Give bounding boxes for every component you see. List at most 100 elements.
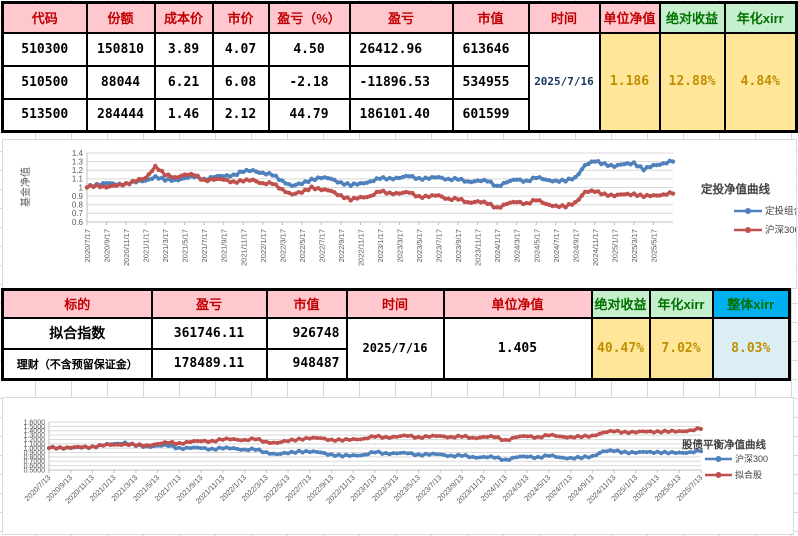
t1-header-abs-return[interactable]: 绝对收益 bbox=[658, 1, 726, 34]
t1-cell-mv[interactable]: 613646 bbox=[451, 31, 530, 67]
t1-cell-code[interactable]: 510500 bbox=[1, 64, 88, 100]
balance-chart: 1.60001.50001.40001.30001.20001.10001.00… bbox=[22, 419, 768, 505]
x-tick-label: 2022/1/17 bbox=[259, 229, 268, 262]
t2-merged-abs-return[interactable]: 40.47% bbox=[590, 316, 651, 381]
t1-cell-pl-pct[interactable]: 4.50 bbox=[267, 31, 351, 67]
y-tick-label: 1.4000 bbox=[24, 428, 46, 435]
t2-cell-target[interactable]: 拟合指数 bbox=[1, 316, 153, 350]
t1-merged-nav[interactable]: 1.186 bbox=[598, 31, 661, 133]
t1-cell-price[interactable]: 4.07 bbox=[211, 31, 270, 67]
t1-cell-shares[interactable]: 284444 bbox=[85, 97, 156, 133]
x-tick-label: 2022/3/17 bbox=[278, 229, 287, 262]
t1-merged-xirr[interactable]: 4.84% bbox=[723, 31, 798, 133]
x-tick-label: 2025/5/17 bbox=[649, 229, 658, 262]
t1-cell-code[interactable]: 510300 bbox=[1, 31, 88, 67]
y-tick-label: 1.1 bbox=[72, 175, 84, 184]
t2-header-mv[interactable]: 市值 bbox=[265, 288, 348, 319]
nav-chart-panel: 1.4 1.3 1.2 1.1 1 0.9 0.8 0.7 0.6 2020/7/17 2020/9… bbox=[2, 139, 797, 289]
y-tick-label: 0.9 bbox=[72, 192, 84, 201]
t2-header-time[interactable]: 时间 bbox=[345, 288, 445, 319]
t1-merged-abs-return[interactable]: 12.88% bbox=[658, 31, 726, 133]
t1-cell-cost[interactable]: 1.46 bbox=[153, 97, 214, 133]
t2-cell-pl[interactable]: 178489.11 bbox=[150, 347, 268, 381]
t2-merged-nav[interactable]: 1.405 bbox=[442, 316, 593, 381]
t2-header-overall-xirr[interactable]: 整体xirr bbox=[711, 288, 791, 319]
t2-header-target[interactable]: 标的 bbox=[1, 288, 153, 319]
x-tick-label: 2024/11/17 bbox=[591, 229, 600, 266]
t1-header-code[interactable]: 代码 bbox=[1, 1, 88, 34]
t2-cell-mv[interactable]: 926748 bbox=[265, 316, 348, 350]
x-tick-label: 2023/9/17 bbox=[454, 229, 463, 262]
y-tick-label: 1 bbox=[79, 183, 84, 192]
t2-merged-time[interactable]: 2025/7/16 bbox=[345, 316, 445, 381]
y-tick-label: 1.6000 bbox=[24, 419, 46, 426]
t2-merged-xirr[interactable]: 7.02% bbox=[648, 316, 714, 381]
t2-cell-mv[interactable]: 948487 bbox=[265, 347, 348, 381]
t1-cell-cost[interactable]: 6.21 bbox=[153, 64, 214, 100]
t2-header-pl[interactable]: 盈亏 bbox=[150, 288, 268, 319]
t2-header-xirr[interactable]: 年化xirr bbox=[648, 288, 714, 319]
t1-cell-mv[interactable]: 601599 bbox=[451, 97, 530, 133]
x-tick-label: 2022/9/17 bbox=[337, 229, 346, 262]
legend-item-定投组合: 定投组合 bbox=[734, 205, 796, 217]
summary-table: 标的 盈亏 市值 时间 单位净值 绝对收益 年化xirr 整体xirr 拟合指数… bbox=[1, 288, 791, 381]
t1-header-time[interactable]: 时间 bbox=[527, 1, 601, 34]
x-tick-label: 2023/1/17 bbox=[376, 229, 385, 262]
legend-item-拟合股: 拟合股 bbox=[705, 469, 762, 480]
t1-cell-mv[interactable]: 534955 bbox=[451, 64, 530, 100]
y-tick-label: 0.6 bbox=[72, 218, 84, 227]
x-tick-label: 2024/9/17 bbox=[571, 229, 580, 262]
x-tick-label: 2021/9/17 bbox=[220, 229, 229, 262]
y-tick-label: 0.7 bbox=[72, 209, 84, 218]
x-tick-label: 2023/5/17 bbox=[415, 229, 424, 262]
t1-header-xirr[interactable]: 年化xirr bbox=[723, 1, 798, 34]
x-tick-label: 2020/7/17 bbox=[83, 229, 92, 262]
t1-header-shares[interactable]: 份额 bbox=[85, 1, 156, 34]
legend-item-沪深300: 沪深300 bbox=[705, 453, 768, 464]
t1-cell-price[interactable]: 6.08 bbox=[211, 64, 270, 100]
x-tick-label: 2021/5/17 bbox=[181, 229, 190, 262]
y-tick-label: 0.8000 bbox=[24, 454, 46, 461]
series-定投组合 bbox=[84, 158, 676, 190]
t1-cell-pl[interactable]: -11896.53 bbox=[348, 64, 454, 100]
y-tick-label: 0.6000 bbox=[24, 463, 46, 470]
t1-cell-pl[interactable]: 186101.40 bbox=[348, 97, 454, 133]
t1-header-price[interactable]: 市价 bbox=[211, 1, 270, 34]
series-拟合股 bbox=[47, 426, 703, 451]
x-tick-label: 2022/7/17 bbox=[317, 229, 326, 262]
t1-cell-shares[interactable]: 88044 bbox=[85, 64, 156, 100]
t1-header-pl-pct[interactable]: 盈亏（%） bbox=[267, 1, 351, 34]
nav-chart: 1.41.31.21.110.90.80.70.6 2020/7/17 2020/9… bbox=[19, 149, 796, 266]
t1-cell-shares[interactable]: 150810 bbox=[85, 31, 156, 67]
t1-cell-code[interactable]: 513500 bbox=[1, 97, 88, 133]
chart-title: 股债平衡净值曲线 bbox=[682, 438, 766, 451]
t2-header-nav[interactable]: 单位净值 bbox=[442, 288, 593, 319]
x-tick-label: 2025/1/17 bbox=[610, 229, 619, 262]
t1-cell-price[interactable]: 2.12 bbox=[211, 97, 270, 133]
chart-title: 定投净值曲线 bbox=[701, 182, 770, 196]
legend-item-沪深300: 沪深300 bbox=[734, 224, 796, 236]
t1-cell-pl[interactable]: 26412.96 bbox=[348, 31, 454, 67]
t2-merged-overall-xirr[interactable]: 8.03% bbox=[711, 316, 791, 381]
t2-cell-target[interactable]: 理财（不含预留保证金） bbox=[1, 347, 153, 381]
y-tick-label: 0.8 bbox=[72, 201, 84, 210]
holdings-table: 代码 份额 成本价 市价 盈亏（%） 盈亏 市值 时间 单位净值 绝对收益 年化… bbox=[1, 1, 798, 133]
t1-cell-cost[interactable]: 3.89 bbox=[153, 31, 214, 67]
t1-cell-pl-pct[interactable]: 44.79 bbox=[267, 97, 351, 133]
t1-header-pl[interactable]: 盈亏 bbox=[348, 1, 454, 34]
x-tick-label: 2021/7/17 bbox=[200, 229, 209, 262]
y-tick-label: 1.3000 bbox=[24, 433, 46, 440]
t2-cell-pl[interactable]: 361746.11 bbox=[150, 316, 268, 350]
t1-header-nav[interactable]: 单位净值 bbox=[598, 1, 661, 34]
t2-header-abs-return[interactable]: 绝对收益 bbox=[590, 288, 651, 319]
y-tick-label: 0.9000 bbox=[24, 450, 46, 457]
t1-merged-time[interactable]: 2025/7/16 bbox=[527, 31, 601, 133]
x-tick-label: 2023/11/17 bbox=[474, 229, 483, 266]
t1-header-cost[interactable]: 成本价 bbox=[153, 1, 214, 34]
y-tick-label: 1.5000 bbox=[24, 424, 46, 431]
t1-cell-pl-pct[interactable]: -2.18 bbox=[267, 64, 351, 100]
y-tick-label: 0.7000 bbox=[24, 459, 46, 466]
t1-header-mv[interactable]: 市值 bbox=[451, 1, 530, 34]
x-tick-label: 2021/1/17 bbox=[142, 229, 151, 262]
